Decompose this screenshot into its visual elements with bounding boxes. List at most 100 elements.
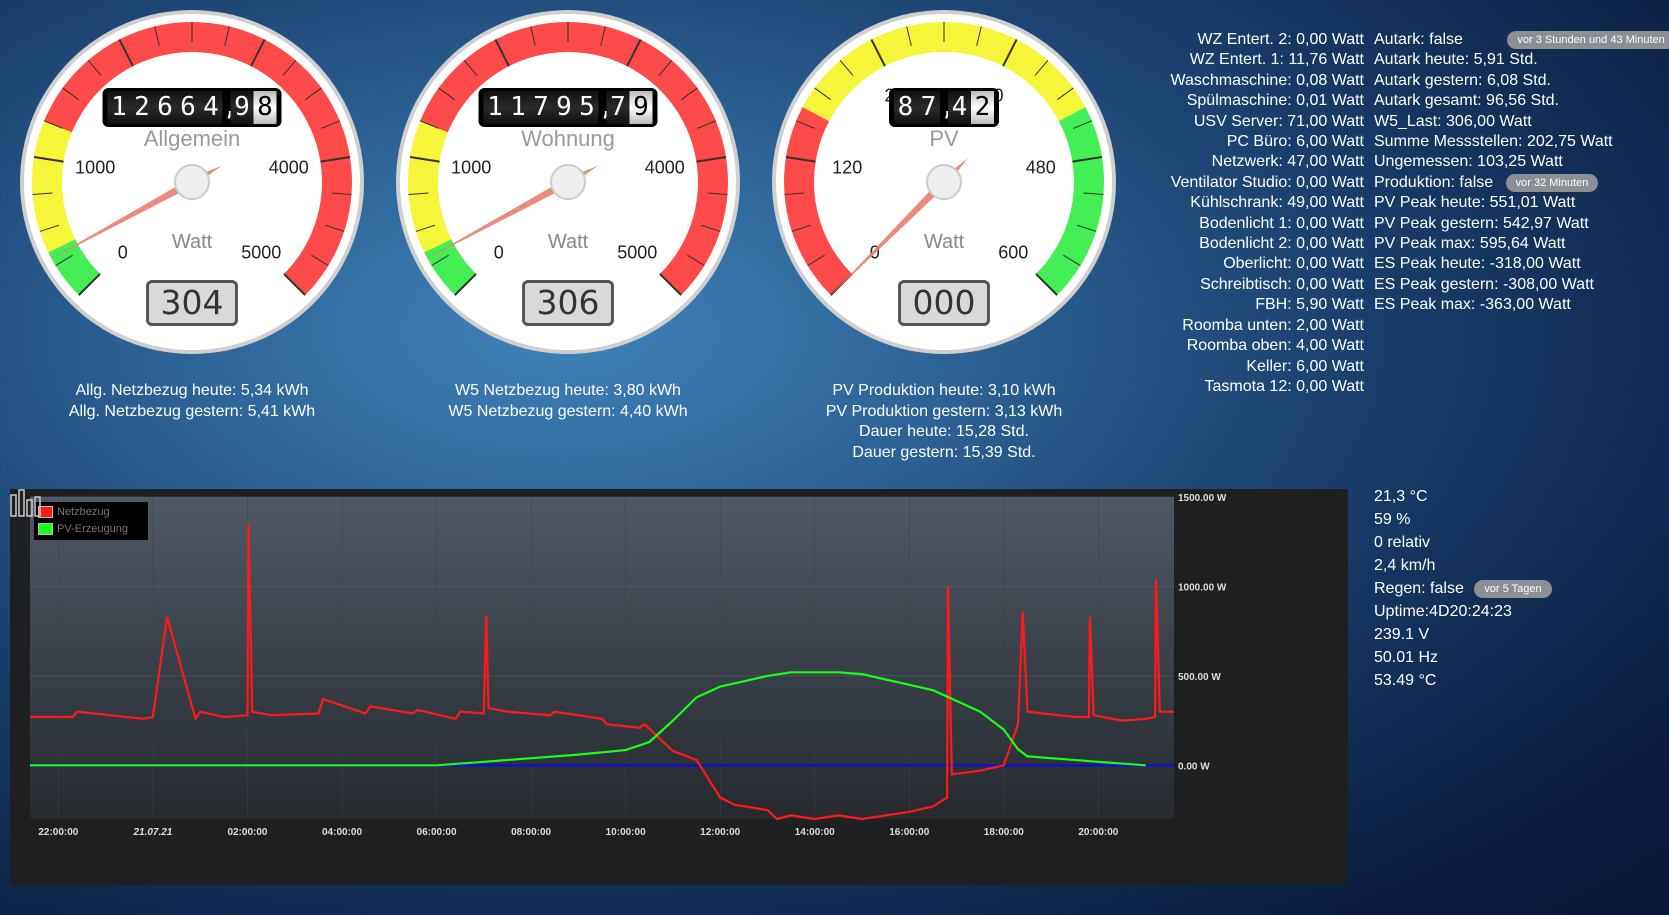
gauge-tick-label: 0 [494, 242, 504, 262]
gauge-tick [658, 60, 673, 76]
legend-label: PV-Erzeugung [57, 523, 128, 535]
gauge-display: 000 [898, 280, 990, 326]
consumer-item: Ventilator Studio: 0,00 Watt [1170, 173, 1364, 191]
gauge-tick [62, 87, 80, 101]
odometer-separator: , [223, 91, 239, 124]
gauge-tick-label: 1000 [451, 158, 491, 178]
bar-chart-icon[interactable] [10, 489, 42, 517]
gauge-tick [700, 224, 721, 232]
gauge-tick [795, 120, 815, 129]
gauge-tick [33, 155, 64, 163]
gauge-display: 306 [522, 280, 614, 326]
legend-item: Netzbezug [38, 504, 144, 521]
gauge-tick [1056, 87, 1074, 101]
odometer-digit: 7 [917, 91, 940, 124]
stat-line: Dauer gestern: 15,39 Std. [852, 443, 1036, 461]
consumer-item: FBH: 5,90 Watt [1255, 296, 1364, 314]
gauge-tick [1073, 120, 1093, 129]
chart-legend: Netzbezug PV-Erzeugung [34, 502, 148, 540]
gauge-band [44, 22, 353, 296]
gauge-tick [431, 254, 449, 267]
gauge-tick-label: 0 [118, 242, 128, 262]
rain-status: Regen: false [1374, 580, 1464, 597]
gauge-tick [321, 120, 341, 129]
gauge-tick-label: 1000 [75, 158, 115, 178]
status-item: ES Peak gestern: -308,00 Watt [1374, 275, 1594, 293]
gauge-tick [784, 192, 805, 196]
status-item: PV Peak max: 595,64 Watt [1374, 235, 1566, 253]
x-tick-label: 10:00:00 [606, 827, 646, 838]
consumer-item: Bodenlicht 1: 0,00 Watt [1199, 214, 1364, 232]
x-tick-label: 08:00:00 [511, 827, 551, 838]
gauge-tick [530, 26, 536, 46]
weather-list: 21,3 °C 59 % 0 relativ 2,4 km/h Regen: f… [1374, 485, 1552, 692]
gauge-tick [1063, 254, 1081, 267]
gauge-tick [807, 254, 825, 267]
gauge-tick [87, 60, 102, 76]
gauge-band [420, 22, 728, 296]
gauge-tick [463, 60, 478, 76]
gauge-tick [600, 26, 606, 46]
x-tick-label: 14:00:00 [795, 827, 835, 838]
gauge-hub [550, 164, 586, 200]
status-item: Autark gestern: 6,08 Std. [1374, 71, 1551, 89]
stat-line: Allg. Netzbezug heute: 5,34 kWh [75, 382, 309, 399]
consumer-item: Spülmaschine: 0,01 Watt [1186, 92, 1364, 110]
gauge-tick [250, 38, 266, 67]
gauge-tick [331, 192, 352, 196]
gauge-tick [696, 155, 727, 163]
stat-line: W5 Netzbezug heute: 3,80 kWh [455, 382, 681, 399]
gauge-tick [304, 87, 322, 101]
gauge-tick [55, 254, 73, 267]
power-chart: 1500.00 W 1000.00 W 500.00 W 0.00 W 22:00:00… [10, 489, 1348, 885]
gauge-tick-label: 5000 [617, 242, 657, 262]
gauge-tick [1076, 224, 1097, 232]
stat-line: PV Produktion heute: 3,10 kWh [832, 382, 1056, 399]
gauge-tick [687, 254, 705, 267]
gauge-tick [39, 224, 60, 232]
status-item: PV Peak heute: 551,01 Watt [1374, 194, 1576, 212]
odometer-digit: 9 [629, 91, 653, 124]
gauge-tick [976, 26, 982, 46]
stat-line: PV Produktion gestern: 3,13 kWh [825, 402, 1063, 420]
gauge-band [408, 120, 452, 253]
x-tick-label: 12:00:00 [700, 827, 740, 838]
consumer-item: Schreibtisch: 0,00 Watt [1200, 275, 1364, 293]
gauge-tick [419, 120, 439, 129]
gauge-tick [791, 224, 812, 232]
series-line-netzbezug [30, 523, 1174, 821]
gauge-hub [174, 164, 210, 200]
x-tick-label: 18:00:00 [984, 827, 1024, 838]
gauge-tick [32, 192, 53, 196]
uptime: Uptime:4D20:24:23 [1374, 603, 1512, 620]
status-item: PV Peak gestern: 542,97 Watt [1374, 214, 1589, 232]
gauge-tick [870, 38, 886, 67]
stats-pv: PV Produktion heute: 3,10 kWh PV Produkt… [756, 381, 1132, 463]
consumer-item: Netzwerk: 47,00 Watt [1211, 153, 1364, 171]
wind: 2,4 km/h [1374, 557, 1436, 574]
odometer-digit: 4 [199, 91, 223, 124]
gauge-hub [926, 164, 962, 200]
gauge-display: 304 [146, 280, 238, 326]
odometer-separator: , [599, 91, 615, 124]
gauge-band [1035, 107, 1104, 296]
gauge-tick [839, 60, 854, 76]
odometer-digit: 8 [253, 91, 277, 124]
autark-status: Autark: false [1374, 31, 1463, 48]
status-item: Summe Messstellen: 202,75 Watt [1374, 133, 1613, 151]
stat-line: Allg. Netzbezug gestern: 5,41 kWh [68, 402, 316, 420]
x-tick-label: 06:00:00 [417, 827, 457, 838]
cpu-temp: 53.49 °C [1374, 672, 1437, 689]
gauge-tick [415, 224, 436, 232]
temperature: 21,3 °C [1374, 488, 1428, 505]
odometer-digit: 2 [130, 91, 154, 124]
x-tick-label: 04:00:00 [322, 827, 362, 838]
gauge-dial: 0120240360480600 [772, 10, 1116, 354]
gauge-tick [707, 192, 728, 196]
gauge-tick [324, 224, 345, 232]
gauge-tick [1002, 38, 1018, 67]
odometer-digit: 7 [529, 91, 553, 124]
stats-allgemein: Allg. Netzbezug heute: 5,34 kWh Allg. Ne… [4, 381, 380, 422]
